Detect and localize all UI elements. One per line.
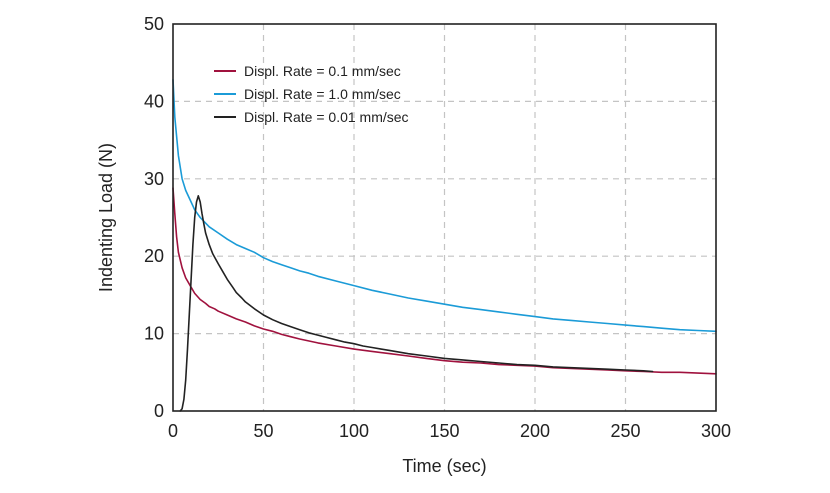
y-tick-labels: 0 10 20 30 40 50 <box>144 14 164 421</box>
x-tick-label: 0 <box>168 421 178 441</box>
x-tick-label: 50 <box>253 421 273 441</box>
series-line-2 <box>179 195 654 412</box>
x-tick-label: 300 <box>701 421 731 441</box>
legend-label-0: Displ. Rate = 0.1 mm/sec <box>244 63 401 79</box>
y-tick-label: 30 <box>144 169 164 189</box>
x-tick-label: 150 <box>429 421 459 441</box>
legend: Displ. Rate = 0.1 mm/sec Displ. Rate = 1… <box>214 63 409 125</box>
y-tick-label: 10 <box>144 324 164 344</box>
y-tick-label: 50 <box>144 14 164 34</box>
grid-lines <box>173 24 716 411</box>
x-tick-label: 250 <box>610 421 640 441</box>
legend-label-1: Displ. Rate = 1.0 mm/sec <box>244 86 401 102</box>
x-tick-labels: 0 50 100 150 200 250 300 <box>168 421 731 441</box>
plot-frame <box>172 23 717 412</box>
x-tick-label: 200 <box>520 421 550 441</box>
y-axis-label: Indenting Load (N) <box>96 143 116 292</box>
x-axis-label: Time (sec) <box>402 456 486 476</box>
series-group <box>172 78 717 412</box>
legend-label-2: Displ. Rate = 0.01 mm/sec <box>244 109 409 125</box>
y-tick-label: 40 <box>144 91 164 111</box>
x-tick-label: 100 <box>339 421 369 441</box>
y-tick-label: 20 <box>144 246 164 266</box>
y-tick-label: 0 <box>154 401 164 421</box>
